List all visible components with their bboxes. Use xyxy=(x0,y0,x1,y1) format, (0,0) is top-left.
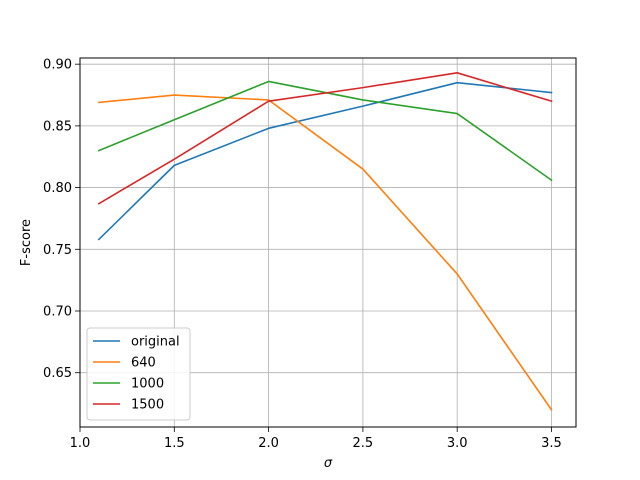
series-line-1000 xyxy=(97,80,553,182)
y-tick-label: 0.90 xyxy=(43,58,72,73)
y-axis-title: F-score xyxy=(19,219,34,266)
y-tick-label: 0.70 xyxy=(43,304,72,319)
x-tick-label: 1.5 xyxy=(164,436,185,451)
legend-label-640: 640 xyxy=(131,356,156,371)
y-tick-label: 0.65 xyxy=(43,366,72,381)
series-line-original xyxy=(97,81,553,241)
legend: original 640 1000 1500 xyxy=(86,327,191,421)
x-tick-label: 2.0 xyxy=(258,436,279,451)
x-tick-label: 3.0 xyxy=(447,436,468,451)
series-line-640 xyxy=(97,94,553,411)
series-line-1500 xyxy=(97,72,553,205)
legend-label-1500: 1500 xyxy=(131,398,164,413)
x-tick-label: 1.0 xyxy=(70,436,91,451)
axis-ticks: 1.0 1.5 2.0 2.5 3.0 3.5 0.65 0.70 0.75 0.80 0.85 0.… xyxy=(43,58,562,451)
legend-box xyxy=(86,327,191,421)
x-tick-label: 3.5 xyxy=(541,436,562,451)
legend-label-1000: 1000 xyxy=(131,377,164,392)
legend-label-original: original xyxy=(131,335,180,350)
plot-area-frame xyxy=(79,57,577,428)
y-tick-label: 0.85 xyxy=(43,119,72,134)
x-axis-title: σ xyxy=(324,456,333,471)
y-tick-label: 0.80 xyxy=(43,181,72,196)
x-tick-label: 2.5 xyxy=(353,436,374,451)
series-lines xyxy=(97,72,553,411)
y-tick-label: 0.75 xyxy=(43,243,72,258)
